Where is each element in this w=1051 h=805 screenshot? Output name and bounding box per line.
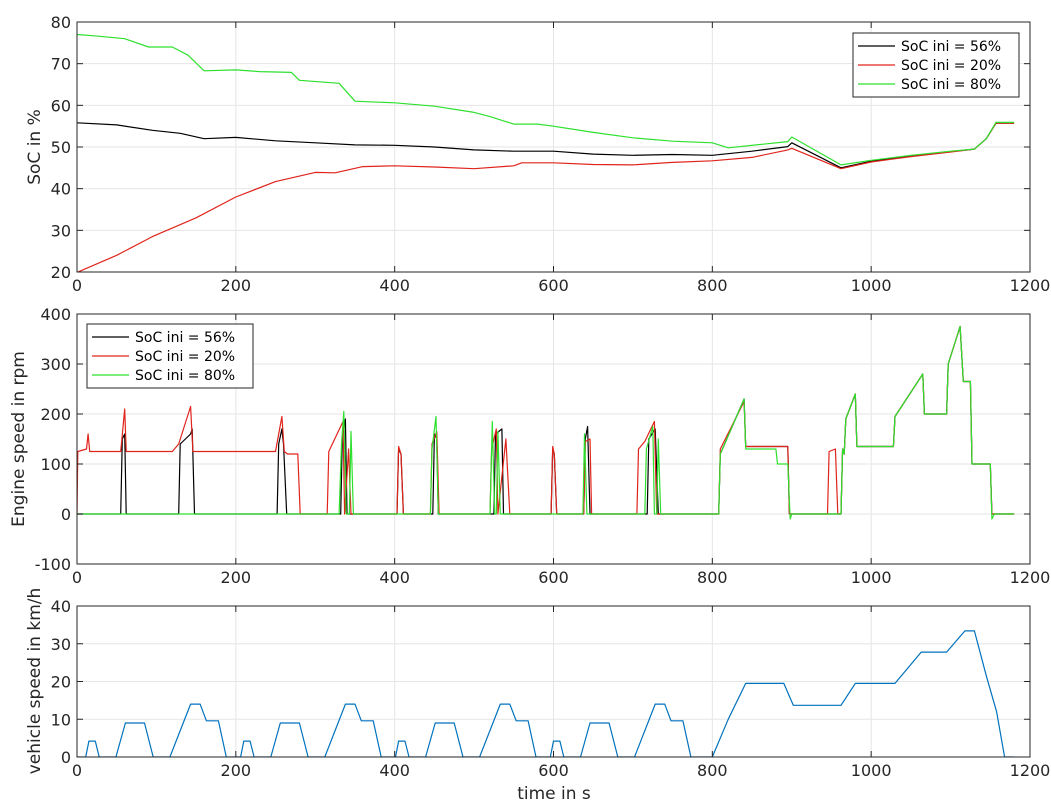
engine-speed-x-tick-label: 200: [221, 568, 252, 587]
engine-speed-legend-label: SoC ini = 80%: [135, 368, 235, 384]
engine-speed-x-tick-label: 0: [72, 568, 82, 587]
soc-x-tick-label: 400: [379, 276, 410, 295]
engine-speed-legend: SoC ini = 56% SoC ini = 20% SoC ini = 80%: [86, 323, 254, 389]
time-x-axis-label: time in s: [517, 784, 591, 804]
soc-series-line-1: [77, 122, 1015, 272]
engine-speed-x-tick-label: 1000: [851, 568, 892, 587]
engine-speed-y-tick-label: 300: [40, 355, 71, 374]
soc-x-tick-label: 800: [697, 276, 728, 295]
soc-y-tick-label: 30: [51, 221, 71, 240]
soc-x-tick-label: 0: [72, 276, 82, 295]
engine-speed-legend-label: SoC ini = 20%: [135, 349, 235, 365]
engine-speed-y-tick-label: 0: [61, 505, 71, 524]
vehicle-speed-y-tick-label: 40: [51, 597, 71, 616]
soc-y-tick-label: 80: [51, 13, 71, 32]
vehicle-speed-y-axis-label: vehicle speed in km/h: [25, 588, 45, 775]
vehicle-speed-x-tick-label: 0: [72, 761, 82, 780]
soc-x-tick-label: 1200: [1010, 276, 1051, 295]
soc-series-line-2: [77, 33, 1015, 166]
soc-x-tick-label: 200: [221, 276, 252, 295]
vehicle-speed-x-tick-label: 1000: [851, 761, 892, 780]
vehicle-speed-x-tick-label: 600: [538, 761, 569, 780]
vehicle-speed-x-tick-label: 400: [379, 761, 410, 780]
engine-speed-y-tick-label: -100: [35, 555, 71, 574]
engine-speed-y-axis-label: Engine speed in rpm: [9, 351, 29, 527]
vehicle-speed-x-tick-label: 800: [697, 761, 728, 780]
vehicle-speed-chart-panel: vehicle speed in km/h time in s 0 200 400 6…: [25, 588, 1050, 804]
engine-speed-y-tick-label: 100: [40, 455, 71, 474]
soc-y-tick-label: 40: [51, 180, 71, 199]
engine-speed-x-tick-label: 1200: [1010, 568, 1051, 587]
soc-legend-label: SoC ini = 20%: [901, 58, 1001, 74]
vehicle-speed-x-tick-label: 1200: [1010, 761, 1051, 780]
engine-speed-y-tick-label: 200: [40, 405, 71, 424]
vehicle-speed-x-tick-label: 200: [221, 761, 252, 780]
soc-y-tick-label: 70: [51, 55, 71, 74]
vehicle-speed-y-tick-label: 30: [51, 635, 71, 654]
engine-speed-chart-panel: Engine speed in rpm 0 200 400 600 800 1000 120…: [9, 305, 1050, 587]
soc-y-axis-label: SoC in %: [25, 109, 45, 185]
engine-speed-x-tick-label: 800: [697, 568, 728, 587]
soc-y-tick-label: 20: [51, 263, 71, 282]
engine-speed-x-tick-label: 400: [379, 568, 410, 587]
engine-speed-y-tick-label: 400: [40, 305, 71, 324]
engine-speed-legend-label: SoC ini = 56%: [135, 330, 235, 346]
vehicle-speed-y-tick-label: 20: [51, 673, 71, 692]
soc-legend: SoC ini = 56% SoC ini = 20% SoC ini = 80%: [852, 32, 1020, 98]
soc-legend-label: SoC ini = 56%: [901, 39, 1001, 55]
soc-y-tick-label: 50: [51, 138, 71, 157]
soc-y-tick-label: 60: [51, 96, 71, 115]
vehicle-speed-y-tick-label: 10: [51, 710, 71, 729]
engine-speed-series-line-2: [77, 325, 1015, 520]
vehicle-speed-y-tick-label: 0: [61, 748, 71, 767]
soc-x-tick-label: 1000: [851, 276, 892, 295]
soc-legend-label: SoC ini = 80%: [901, 77, 1001, 93]
vehicle-speed-series-line-0: [77, 630, 1015, 757]
soc-x-tick-label: 600: [538, 276, 569, 295]
engine-speed-x-tick-label: 600: [538, 568, 569, 587]
soc-chart-panel: SoC in % 0 200 400 600 800 1000 1200 20 30 40 50 60…: [25, 13, 1050, 295]
